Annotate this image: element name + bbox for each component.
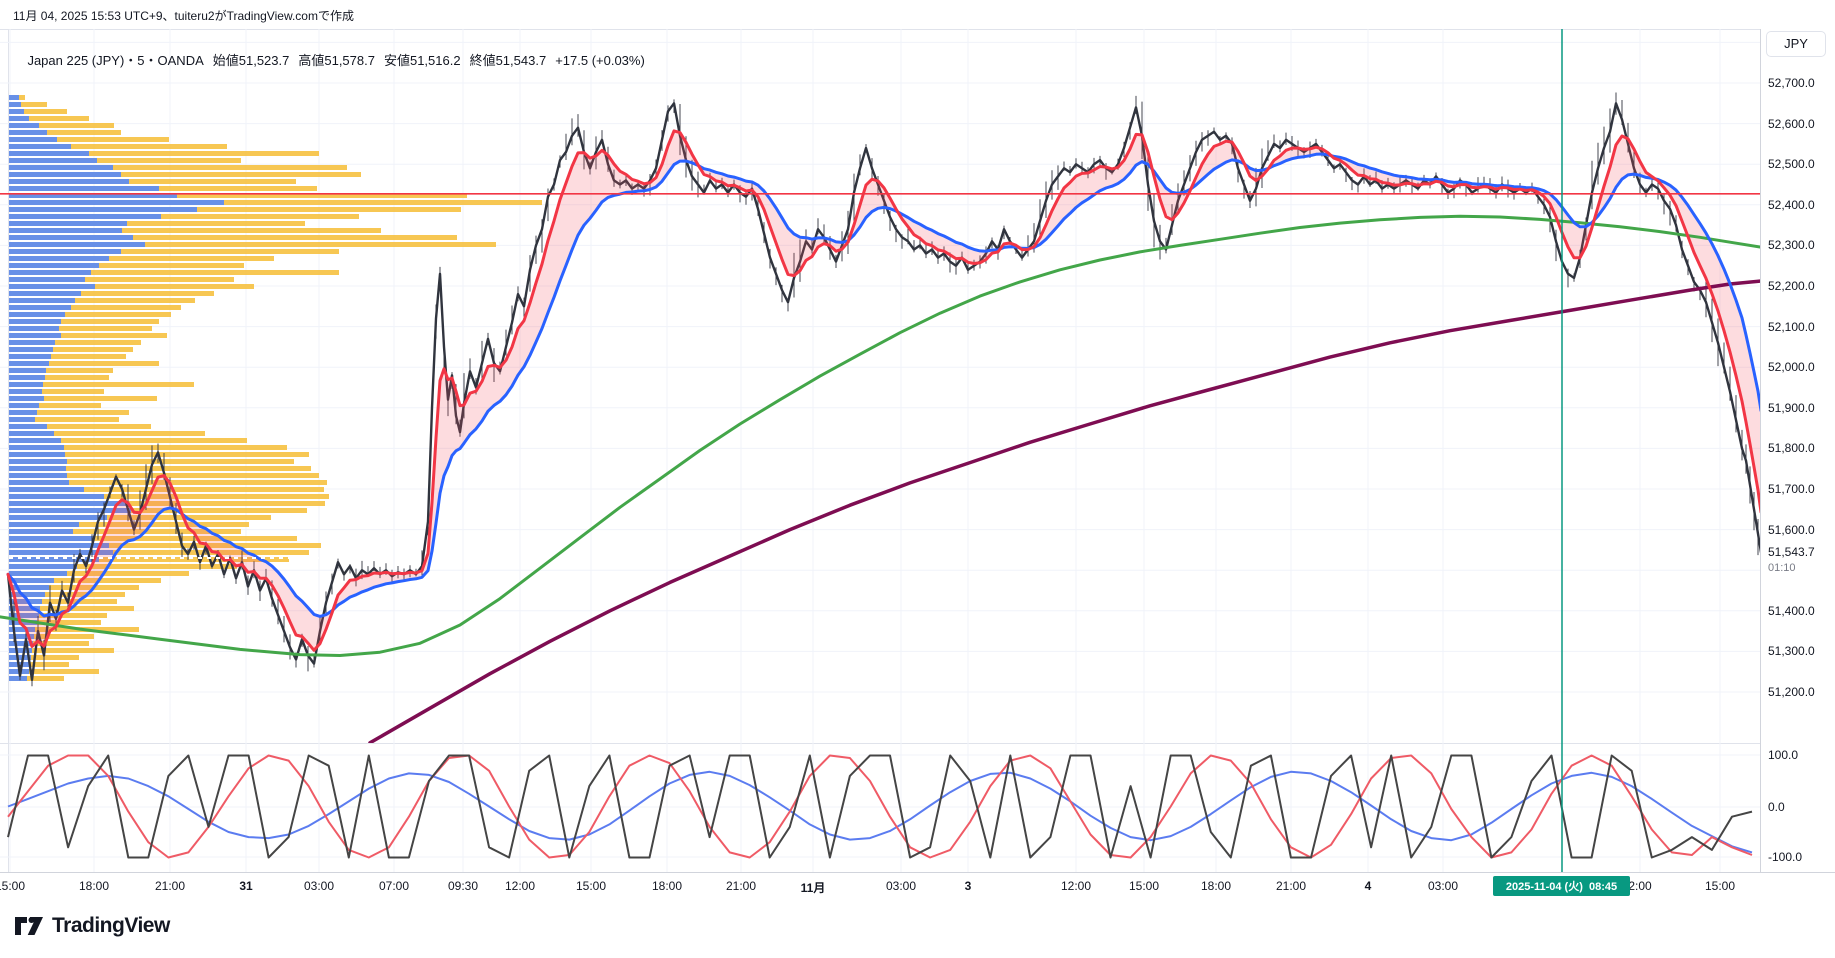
- pane-separator[interactable]: [0, 743, 1760, 744]
- ohlc-open: 始値51,523.7: [212, 53, 290, 68]
- ohlc-high: 高値51,578.7: [298, 53, 375, 68]
- osc-red-line: [7, 754, 1753, 859]
- ma-purple: [368, 279, 1760, 743]
- ma-green: [0, 214, 1760, 657]
- time-axis-label: 15:00: [1128, 879, 1160, 893]
- time-axis-label: 21:00: [154, 879, 186, 893]
- ma-red: [6, 129, 1760, 652]
- symbol-title[interactable]: Japan 225 (JPY)・5・OANDA: [27, 53, 204, 68]
- time-axis-label: 21:00: [725, 879, 757, 893]
- ohlc-close: 終値51,543.7: [469, 53, 547, 68]
- price-axis-label: 51,900.0: [1768, 400, 1815, 415]
- time-axis-label: 11月: [800, 881, 826, 895]
- time-axis-label: 15:00: [575, 879, 607, 893]
- price-axis-label: 52,700.0: [1768, 76, 1815, 90]
- ohlc-low: 安値51,516.2: [383, 53, 461, 68]
- time-axis-label: 12:00: [1060, 879, 1092, 893]
- main-chart-canvas[interactable]: [0, 29, 1760, 743]
- time-axis-label: 12:00: [504, 879, 536, 893]
- time-axis-label: 18:00: [78, 879, 110, 893]
- overlays: [0, 29, 1760, 743]
- snapshot-attribution-bar: 11月 04, 2025 15:53 UTC+9、tuiteru2がTradin…: [0, 0, 1835, 29]
- price-axis-label: 52,500.0: [1768, 157, 1815, 172]
- time-axis-label: 4: [1364, 879, 1372, 893]
- osc-blue-line: [7, 770, 1753, 854]
- time-axis-label: 09:30: [447, 879, 479, 893]
- time-axis-label: 31: [239, 879, 253, 893]
- oscillator-canvas[interactable]: [0, 743, 1760, 872]
- time-axis-label: 03:00: [303, 879, 335, 893]
- price-axis-label: 51,400.0: [1768, 603, 1815, 618]
- price-axis-label: 52,100.0: [1768, 319, 1815, 334]
- ma-blue: [6, 152, 1760, 618]
- chart-left-border: [8, 29, 9, 872]
- time-axis-label: 3: [964, 879, 972, 893]
- last-price-label: 51,543.7: [1768, 545, 1815, 559]
- time-axis-label: 07:00: [378, 879, 410, 893]
- time-axis-label: 18:00: [1200, 879, 1232, 893]
- oscillator-axis-label: 0.0: [1768, 800, 1785, 814]
- price-axis-label: 52,300.0: [1768, 238, 1815, 253]
- time-axis-label: 18:00: [651, 879, 683, 893]
- chart-top-border: [0, 29, 1835, 30]
- time-axis-label: 03:00: [885, 879, 917, 893]
- price-axis-label: 51,700.0: [1768, 482, 1815, 496]
- time-axis[interactable]: 15:00 18:00 21:00 31 03:00 07:00 09:30 12:00 15:…: [0, 872, 1835, 901]
- time-axis-label: 21:00: [1275, 879, 1307, 893]
- price-axis-label: 52,600.0: [1768, 116, 1815, 131]
- footer: TradingView: [0, 900, 1835, 958]
- price-axis-label: 52,200.0: [1768, 279, 1815, 293]
- price-axis-label: 51,300.0: [1768, 644, 1815, 659]
- tradingview-logo[interactable]: TradingView: [14, 914, 170, 938]
- oscillator-axis-label: 100.0: [1768, 748, 1799, 762]
- price-axis[interactable]: [1760, 29, 1835, 899]
- time-axis-label: 2:00: [1628, 879, 1652, 893]
- attribution-text: 11月 04, 2025 15:53 UTC+9、tuiteru2がTradin…: [13, 9, 354, 23]
- candles: [6, 92, 1760, 687]
- osc-black-line: [7, 754, 1753, 859]
- ohlc-change: +17.5 (+0.03%): [555, 53, 645, 68]
- price-axis-label: 51,200.0: [1768, 685, 1815, 699]
- time-axis-label: 15:00: [0, 879, 26, 893]
- price-axis-label: 51,600.0: [1768, 522, 1815, 537]
- time-axis-label: 03:00: [1427, 879, 1459, 893]
- main-grid: [0, 29, 1760, 743]
- tradingview-logo-text: TradingView: [52, 914, 170, 937]
- symbol-legend[interactable]: Japan 225 (JPY)・5・OANDA 始値51,523.7 高値51,57…: [13, 35, 654, 84]
- oscillator-axis-label: -100.0: [1768, 850, 1803, 864]
- currency-button[interactable]: JPY: [1766, 31, 1826, 57]
- price-axis-label: 51,800.0: [1768, 441, 1815, 456]
- tradingview-logo-icon: [15, 917, 43, 935]
- ma-lines: [0, 129, 1760, 743]
- bar-countdown: 01:10: [1768, 562, 1796, 574]
- price-axis-label: 52,000.0: [1768, 360, 1815, 375]
- crosshair-date-label: 2025-11-04 (火) 08:45: [1493, 876, 1630, 896]
- time-axis-label: 15:00: [1704, 879, 1736, 893]
- price-axis-label: 52,400.0: [1768, 197, 1815, 212]
